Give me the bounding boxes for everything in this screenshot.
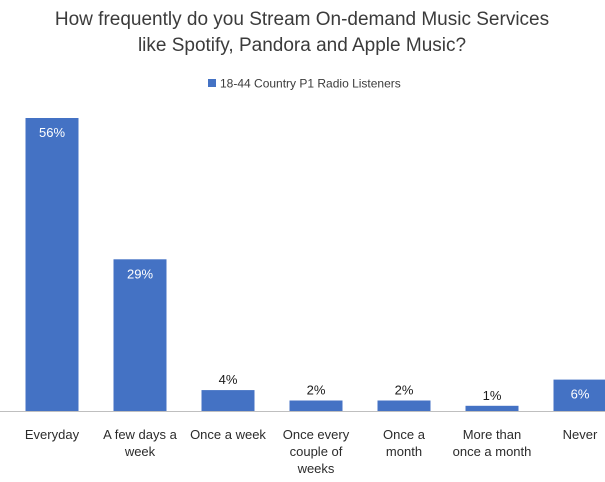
x-tick-label-line: Everyday (25, 427, 80, 442)
data-label: 4% (219, 372, 238, 387)
bar (113, 259, 167, 411)
x-tick-label: Never (563, 427, 598, 442)
bar (289, 400, 343, 411)
x-tick-label: A few days a week (103, 427, 177, 459)
x-tick-label: More than once a month (453, 427, 532, 459)
data-label: 2% (307, 383, 326, 398)
bar (465, 405, 519, 411)
legend: 18-44 Country P1 Radio Listeners (208, 77, 401, 91)
legend-label: 18-44 Country P1 Radio Listeners (220, 77, 401, 91)
x-tick-label-line: week (124, 444, 156, 459)
x-tick-label-line: More than (463, 427, 522, 442)
data-labels: 56% 29% 4% 2% 2% 1% 6% (39, 125, 590, 403)
x-tick-label: Once a month (383, 427, 426, 459)
chart-title-line-2: like Spotify, Pandora and Apple Music? (138, 35, 466, 56)
x-tick-label-line: A few days a (103, 427, 177, 442)
x-tick-label: Once a week (190, 427, 266, 442)
x-tick-label-line: weeks (297, 461, 335, 476)
bar (201, 390, 255, 411)
bars (25, 118, 605, 411)
x-tick-label-line: Once every (283, 427, 350, 442)
x-tick-label-line: Once a week (190, 427, 266, 442)
data-label: 29% (127, 266, 153, 281)
bar (377, 400, 431, 411)
x-tick-label-line: once a month (453, 444, 532, 459)
legend-swatch (208, 79, 216, 87)
chart-title: How frequently do you Stream On-demand M… (55, 9, 549, 56)
chart-title-line-1: How frequently do you Stream On-demand M… (55, 9, 549, 30)
x-tick-label-line: couple of (290, 444, 343, 459)
data-label: 1% (483, 388, 502, 403)
bar (553, 379, 605, 411)
data-label: 6% (571, 387, 590, 402)
x-tick-label-line: Once a (383, 427, 426, 442)
data-label: 56% (39, 125, 65, 140)
bar (25, 118, 79, 411)
x-axis-tick-labels: Everyday A few days a week Once a week Once … (25, 427, 598, 476)
x-tick-label: Everyday (25, 427, 80, 442)
x-tick-label-line: month (386, 444, 422, 459)
x-tick-label-line: Never (563, 427, 598, 442)
x-tick-label: Once every couple of weeks (283, 427, 350, 476)
data-label: 2% (395, 383, 414, 398)
